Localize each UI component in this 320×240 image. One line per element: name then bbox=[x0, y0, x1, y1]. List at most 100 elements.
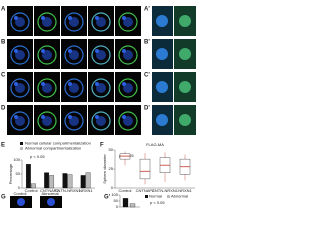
cell bbox=[10, 111, 30, 131]
nucleus bbox=[14, 16, 18, 20]
nucleus bbox=[179, 15, 191, 27]
nucleus bbox=[14, 115, 18, 119]
cell bbox=[37, 111, 57, 131]
nucleus bbox=[179, 114, 191, 126]
legend-swatch bbox=[20, 147, 23, 150]
y-axis-label: Sphere diameter bbox=[102, 154, 107, 184]
panel-letter: G' bbox=[104, 195, 111, 201]
bar bbox=[129, 203, 136, 208]
annotation: p < 0.05 bbox=[30, 154, 45, 159]
nucleus bbox=[122, 16, 126, 20]
x-tick-label: Control bbox=[25, 188, 38, 193]
x-tick-label: CNTNAP2 bbox=[136, 188, 155, 193]
bar bbox=[30, 183, 36, 189]
nucleus bbox=[96, 50, 106, 60]
nucleus bbox=[68, 49, 72, 53]
y-tick-label: 100 bbox=[13, 157, 20, 162]
nucleus bbox=[41, 49, 45, 53]
cell bbox=[91, 111, 111, 131]
panel-letter: E bbox=[1, 143, 5, 149]
nucleus bbox=[122, 49, 126, 53]
nucleus bbox=[42, 116, 52, 126]
nucleus bbox=[95, 82, 99, 86]
cell bbox=[64, 12, 84, 32]
y-tick-label: 0 bbox=[111, 185, 114, 190]
panel-letter: B bbox=[1, 40, 6, 46]
image-label: Abnormal bbox=[41, 191, 58, 196]
nucleus bbox=[68, 82, 72, 86]
cell bbox=[37, 45, 57, 65]
y-tick-label: 50 bbox=[109, 147, 114, 152]
legend-swatch bbox=[145, 195, 148, 198]
nucleus bbox=[123, 83, 133, 93]
box bbox=[139, 158, 151, 180]
nucleus bbox=[95, 16, 99, 20]
bar bbox=[49, 175, 55, 189]
cell bbox=[37, 78, 57, 98]
bar bbox=[67, 174, 73, 189]
cell bbox=[64, 111, 84, 131]
bar bbox=[25, 164, 31, 189]
panel-letter: F bbox=[100, 143, 104, 149]
cell bbox=[118, 12, 138, 32]
panel-letter: G bbox=[1, 195, 6, 201]
cell bbox=[64, 78, 84, 98]
nucleus bbox=[95, 115, 99, 119]
x-tick-label: Control bbox=[119, 188, 132, 193]
nucleus bbox=[15, 83, 25, 93]
nucleus bbox=[122, 115, 126, 119]
nucleus bbox=[15, 17, 25, 27]
nucleus bbox=[15, 116, 25, 126]
cell bbox=[10, 78, 30, 98]
image-label: Control bbox=[14, 191, 27, 196]
nucleus bbox=[96, 116, 106, 126]
legend-label: Abnormal compartmentalization bbox=[25, 146, 81, 151]
legend-label: Normal cellular compartmentalization bbox=[25, 141, 91, 146]
legend-swatch bbox=[167, 195, 170, 198]
nucleus bbox=[41, 16, 45, 20]
cell bbox=[91, 12, 111, 32]
nucleus bbox=[179, 81, 191, 93]
x-tick-label: NRXN1 bbox=[178, 188, 192, 193]
nucleus bbox=[96, 17, 106, 27]
cell bbox=[37, 12, 57, 32]
nucleus bbox=[95, 49, 99, 53]
y-axis-label: Percentage bbox=[8, 163, 13, 184]
panel-letter: C bbox=[1, 73, 6, 79]
bar bbox=[62, 173, 68, 189]
x-tick-label: CNTNAP2 bbox=[40, 188, 59, 193]
nucleus bbox=[69, 50, 79, 60]
nucleus bbox=[68, 115, 72, 119]
nucleus bbox=[14, 82, 18, 86]
panel-letter: D' bbox=[144, 106, 150, 112]
figure: AControlA'BhiPSB'CCNTNAP2C'DLETM1D'ENorm… bbox=[1, 6, 196, 209]
legend-label: Normal bbox=[149, 194, 162, 199]
cell bbox=[10, 12, 30, 32]
panel-letter: D bbox=[1, 106, 6, 112]
nucleus bbox=[41, 115, 45, 119]
bar bbox=[44, 172, 50, 189]
nucleus bbox=[42, 17, 52, 27]
nucleus bbox=[123, 116, 133, 126]
bar bbox=[85, 172, 91, 189]
cell bbox=[64, 45, 84, 65]
nucleus bbox=[42, 50, 52, 60]
nucleus bbox=[123, 17, 133, 27]
nucleus bbox=[69, 116, 79, 126]
bar bbox=[122, 198, 129, 208]
nucleus bbox=[69, 17, 79, 27]
nucleus bbox=[179, 48, 191, 60]
cell bbox=[91, 78, 111, 98]
nucleus bbox=[15, 50, 25, 60]
cell bbox=[118, 78, 138, 98]
y-tick-label: 50 bbox=[16, 171, 21, 176]
cell bbox=[118, 111, 138, 131]
y-tick-label: 100 bbox=[111, 192, 118, 197]
nucleus bbox=[156, 81, 168, 93]
y-tick-label: 25 bbox=[109, 166, 114, 171]
nucleus bbox=[69, 83, 79, 93]
nucleus bbox=[42, 83, 52, 93]
legend-label: Abnormal bbox=[171, 194, 188, 199]
nucleus bbox=[47, 198, 55, 206]
x-tick-label: NRXN1 bbox=[79, 188, 93, 193]
